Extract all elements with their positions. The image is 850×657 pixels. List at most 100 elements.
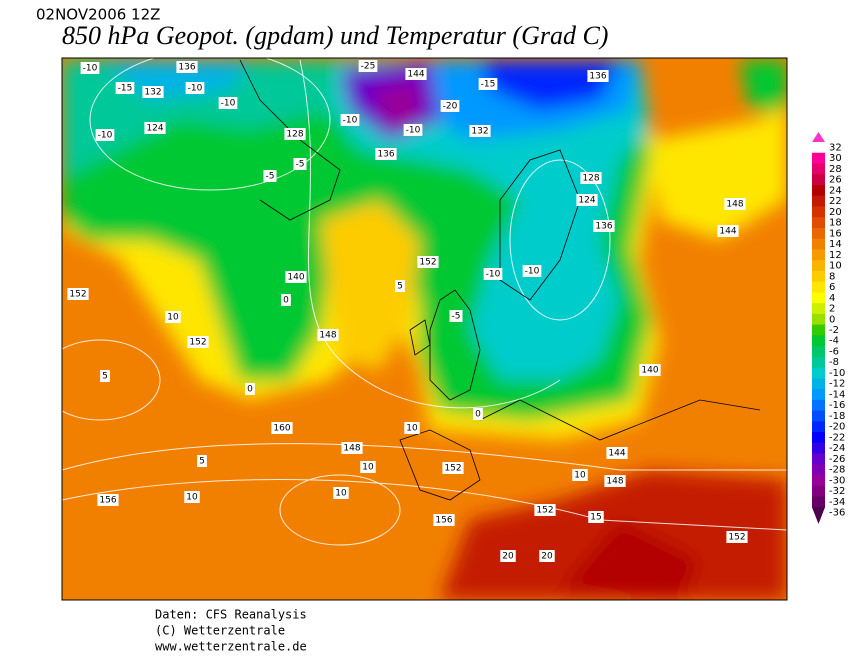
map-frame: [61, 57, 788, 601]
color-bar-arrow: [812, 507, 825, 524]
color-swatch: [812, 410, 825, 422]
label-box: [405, 68, 427, 80]
label-box: [358, 60, 378, 72]
contour-label: 20: [502, 552, 514, 562]
contour-label: 140: [641, 366, 658, 376]
color-swatch: [812, 453, 825, 465]
contour-label: 128: [582, 174, 599, 184]
contour-label: 15: [590, 513, 601, 523]
color-swatch: [812, 335, 825, 347]
contour-label: -5: [296, 160, 305, 170]
legend-label: -12: [829, 379, 845, 390]
color-swatch: [812, 292, 825, 304]
label-box: [144, 122, 166, 134]
label-box: [395, 280, 405, 292]
contour-label: 148: [319, 331, 336, 341]
label-box: [187, 336, 209, 348]
label-box: [717, 225, 739, 237]
legend-label: -18: [829, 411, 845, 422]
label-box: [285, 271, 307, 283]
label-box: [417, 256, 439, 268]
contour-label: 140: [287, 273, 304, 283]
legend-label: -8: [829, 357, 839, 368]
label-box: [100, 370, 110, 382]
legend-label: 10: [829, 261, 842, 272]
color-swatch: [812, 303, 825, 315]
footer-line: www.wetterzentrale.de: [155, 640, 307, 654]
legend-label: 22: [829, 196, 842, 207]
color-swatch: [812, 313, 825, 326]
contour-label: 5: [397, 282, 403, 292]
contour-label: 5: [102, 372, 108, 382]
contour-label: 132: [144, 88, 161, 98]
legend-label: -6: [829, 346, 839, 357]
legend-label: -24: [829, 443, 845, 454]
contour-label: -5: [266, 172, 275, 182]
color-swatch: [812, 485, 825, 498]
contour-label: 0: [247, 385, 253, 395]
contour-label: 148: [726, 200, 743, 210]
legend-label: 24: [829, 185, 842, 196]
contour-label: 10: [406, 424, 418, 434]
color-swatch: [812, 227, 825, 240]
label-box: [197, 455, 207, 467]
color-swatch: [812, 206, 825, 218]
contour-label: -25: [361, 62, 376, 72]
label-box: [572, 469, 588, 481]
legend-label: -20: [829, 422, 845, 433]
label-box: [115, 82, 135, 94]
color-swatch: [812, 260, 825, 272]
label-box: [478, 78, 498, 90]
label-box: [284, 128, 306, 140]
label-box: [176, 61, 198, 73]
label-box: [404, 422, 420, 434]
color-swatch: [812, 367, 825, 379]
contour-label: -15: [481, 80, 496, 90]
color-swatch: [812, 174, 825, 186]
label-box: [440, 100, 460, 112]
legend-label: 26: [829, 175, 842, 186]
color-swatch: [812, 399, 825, 412]
label-box: [165, 311, 181, 323]
contour-label: 148: [606, 477, 623, 487]
contour-label: 10: [186, 493, 198, 503]
contour-label: 160: [273, 424, 290, 434]
label-box: [218, 97, 238, 109]
contour-label: 148: [343, 444, 360, 454]
label-box: [539, 550, 555, 562]
color-swatch: [812, 152, 825, 164]
contour-label: 152: [728, 533, 745, 543]
color-swatch: [812, 442, 825, 455]
label-box: [433, 514, 455, 526]
label-box: [580, 172, 602, 184]
contour-label: -10: [221, 99, 236, 109]
label-box: [587, 70, 609, 82]
color-swatch: [812, 238, 825, 250]
footer-line: (C) Wetterzentrale: [155, 624, 285, 638]
contour-label: 10: [362, 463, 374, 473]
label-box: [142, 86, 164, 98]
contour-label: 144: [407, 70, 424, 80]
contour-label: -5: [452, 312, 461, 322]
label-box: [281, 294, 291, 306]
contour-label: 152: [536, 506, 553, 516]
label-box: [360, 461, 376, 473]
label-box: [604, 475, 626, 487]
color-swatch: [812, 389, 825, 401]
color-swatch: [812, 356, 825, 369]
label-box: [726, 531, 748, 543]
map-title: 850 hPa Geopot. (gpdam) und Temperatur (…: [62, 21, 608, 50]
label-box: [639, 364, 661, 376]
contour-label: 144: [608, 449, 625, 459]
label-box: [588, 511, 604, 523]
legend-label: -36: [829, 508, 845, 519]
contour-labels: -10 136 -15 132 -10 -10 124 -10 128 -5 -25 144 -20 -1…: [67, 60, 748, 562]
footer-line: Daten: CFS Reanalysis: [155, 608, 307, 622]
contour-label: 136: [595, 222, 612, 232]
legend-label: -16: [829, 400, 845, 411]
label-box: [341, 442, 363, 454]
contour-label: 136: [589, 72, 606, 82]
contour-label: -10: [343, 116, 358, 126]
